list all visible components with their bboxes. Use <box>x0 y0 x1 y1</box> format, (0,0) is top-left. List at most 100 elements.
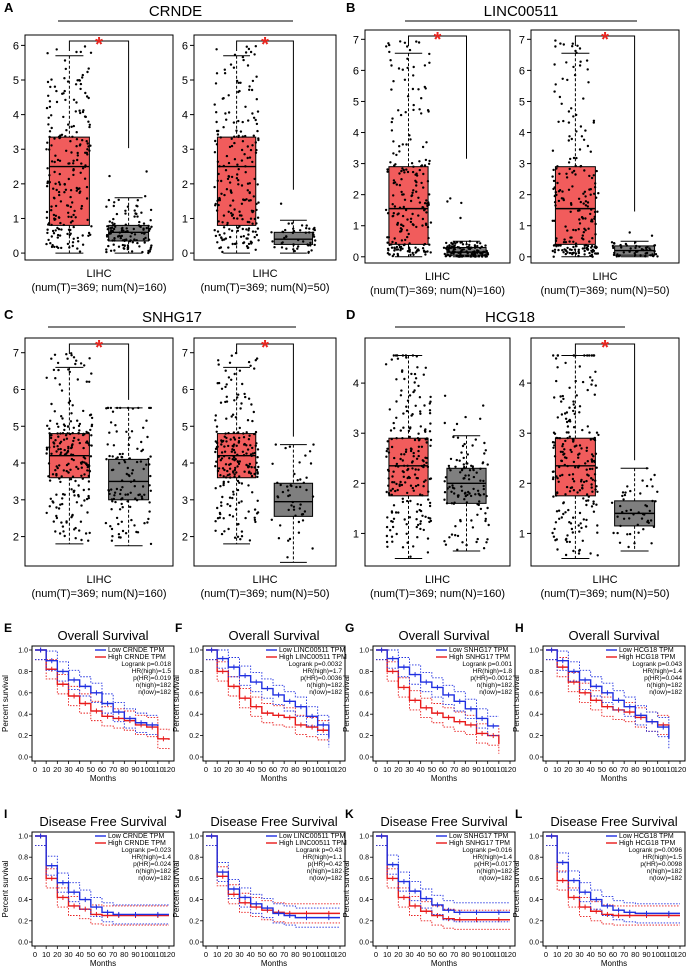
data-point <box>120 455 123 459</box>
stat-line: HR(high)=1.7 <box>303 668 343 675</box>
x-tick-label: 40 <box>75 765 83 774</box>
data-point <box>70 215 73 219</box>
data-point <box>451 484 454 487</box>
data-point <box>214 440 217 443</box>
data-point <box>449 469 452 472</box>
data-point <box>590 383 593 386</box>
data-point <box>406 399 410 402</box>
data-point <box>420 97 423 100</box>
data-point <box>55 100 59 104</box>
data-point <box>223 450 227 453</box>
data-point <box>625 509 628 513</box>
x-tick-label: 60 <box>609 950 617 959</box>
data-point <box>461 444 465 448</box>
data-point <box>237 135 240 139</box>
data-point <box>428 159 431 163</box>
data-point <box>145 419 148 422</box>
data-point <box>651 499 654 503</box>
data-point <box>130 518 133 522</box>
data-point <box>392 470 395 473</box>
data-point <box>402 412 405 415</box>
data-point <box>218 246 221 250</box>
data-point <box>561 473 564 477</box>
data-point <box>69 221 73 224</box>
data-point <box>113 239 116 242</box>
data-point <box>122 247 125 250</box>
data-point <box>588 188 591 191</box>
data-point <box>226 223 229 227</box>
data-point <box>249 444 252 447</box>
data-point <box>554 539 557 542</box>
data-point <box>561 443 565 446</box>
data-point <box>406 541 409 544</box>
data-point <box>585 499 588 502</box>
stat-line: n(low)=182 <box>309 875 342 882</box>
data-point <box>57 216 61 219</box>
data-point <box>248 191 251 194</box>
jitter-points <box>45 45 93 253</box>
data-point <box>653 244 657 247</box>
data-point <box>71 135 74 138</box>
y-tick-label: 2 <box>13 179 19 191</box>
data-point <box>111 455 114 458</box>
data-point <box>386 236 389 239</box>
plot-frame <box>530 337 680 567</box>
data-point <box>72 458 75 462</box>
data-point <box>147 251 150 255</box>
data-point <box>426 204 429 208</box>
data-point <box>109 406 113 410</box>
data-point <box>81 234 84 237</box>
data-point <box>62 469 65 472</box>
data-point <box>54 439 57 442</box>
data-point <box>400 230 403 233</box>
data-point <box>70 488 73 491</box>
y-tick-label: 0.6 <box>189 876 199 883</box>
data-point <box>225 440 228 443</box>
y-tick-label: 4 <box>13 110 19 122</box>
data-point <box>58 442 62 445</box>
data-point <box>230 175 234 179</box>
x-tick-label: 110 <box>323 765 335 774</box>
legend-label: Low LINC00511 TPM <box>279 647 345 654</box>
data-point <box>145 463 148 466</box>
data-point <box>386 212 390 215</box>
significance-bracket <box>68 40 130 149</box>
data-point <box>247 47 251 51</box>
data-point <box>216 445 219 448</box>
panel-letter: F <box>175 621 182 635</box>
data-point <box>73 494 76 497</box>
data-point <box>446 487 449 490</box>
data-point <box>76 158 79 162</box>
data-point <box>592 500 595 503</box>
data-point <box>214 487 217 490</box>
data-point <box>110 488 113 491</box>
legend-label: High LINC00511 TPM <box>279 840 347 847</box>
data-point <box>404 238 407 242</box>
data-point <box>129 239 132 242</box>
data-point <box>565 485 569 489</box>
data-point <box>52 187 55 190</box>
data-point <box>111 239 114 242</box>
data-point <box>233 438 237 441</box>
data-point <box>403 518 406 521</box>
data-point <box>553 441 556 444</box>
data-point <box>48 446 51 449</box>
data-point <box>254 520 257 524</box>
data-point <box>241 135 244 138</box>
data-point <box>401 437 404 440</box>
data-point <box>220 387 224 390</box>
data-point <box>390 493 393 496</box>
x-label: LIHC <box>86 268 111 280</box>
data-point <box>133 209 136 212</box>
data-point <box>63 89 66 93</box>
data-point <box>391 240 394 244</box>
data-point <box>140 440 143 444</box>
data-point <box>401 193 404 196</box>
data-point <box>411 413 414 416</box>
data-point <box>572 403 575 406</box>
data-point <box>394 511 398 514</box>
data-point <box>132 227 135 231</box>
data-point <box>418 396 422 399</box>
data-point <box>472 487 475 491</box>
